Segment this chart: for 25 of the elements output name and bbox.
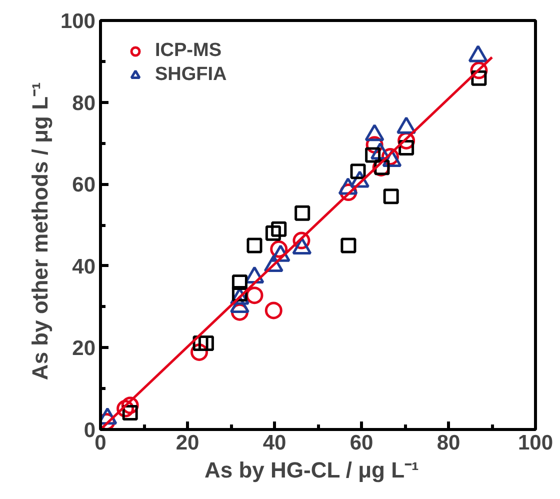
point [198,335,214,351]
x-tick-label: 60 [350,432,374,454]
point [340,238,356,254]
x-tick-label: 80 [436,432,460,454]
x-tick-label: 40 [262,432,286,454]
x-tick-label: 20 [176,432,200,454]
y-tick-label: 80 [72,92,96,115]
point [265,225,281,241]
x-axis-title: As by HG-CL / μg L⁻¹ [204,458,419,482]
point [246,238,262,254]
point [294,205,310,221]
legend-label: SHGFIA [155,64,227,86]
y-tick-label: 60 [72,174,96,197]
y-tick-label: 20 [72,337,96,360]
point [232,274,248,290]
point [383,188,399,204]
point [264,302,282,320]
x-tick-label: 100 [518,432,554,454]
y-axis-title: As by other methods / μg L⁻¹ [27,82,52,380]
y-tick-label: 40 [72,255,96,278]
point [292,232,310,250]
point [271,221,287,237]
y-tick-label: 100 [60,10,96,33]
point [270,240,288,258]
legend-label: ICP-MS [155,40,222,62]
